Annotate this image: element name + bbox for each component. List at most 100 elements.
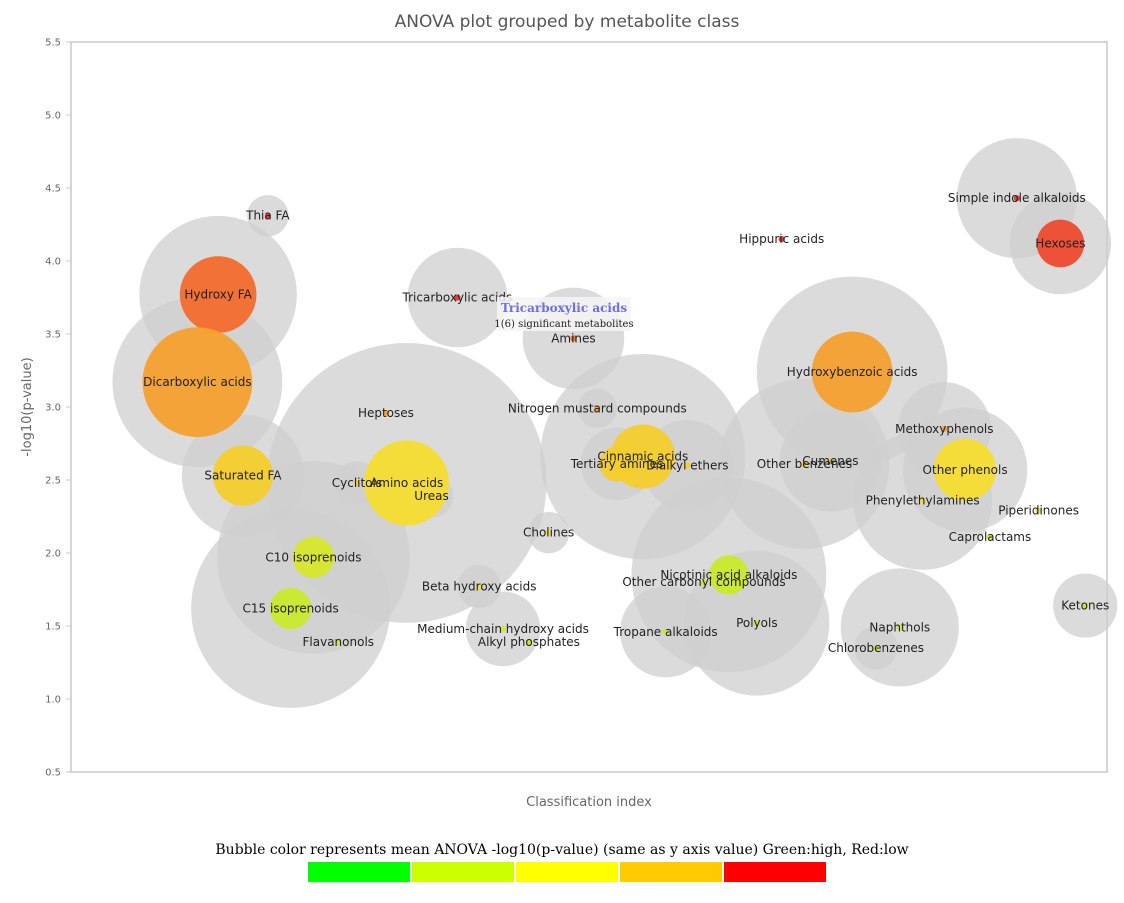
bubble-chart: ANOVA plot grouped by metabolite class 0… <box>20 12 1118 810</box>
bubble-label: Ureas <box>414 489 448 503</box>
bubble-significant[interactable] <box>919 497 926 504</box>
bubble-significant[interactable] <box>709 555 749 595</box>
bubble-significant[interactable] <box>753 619 760 627</box>
bubble-significant[interactable] <box>545 529 552 536</box>
bubble-significant[interactable] <box>335 638 342 646</box>
bubble-label: Simple indole alkaloids <box>948 191 1086 205</box>
y-tick-label: 2.5 <box>45 476 61 487</box>
bubble-significant[interactable] <box>428 492 435 500</box>
legend-swatch <box>620 862 722 882</box>
legend-swatches <box>308 862 828 882</box>
tooltip-body: 1(6) significant metabolites <box>494 319 633 330</box>
bubble-significant[interactable] <box>1035 507 1042 514</box>
bubble-significant[interactable] <box>264 212 271 219</box>
bubble-label: Phenylethylamines <box>866 493 980 507</box>
bubble-label: Naphthols <box>869 620 930 634</box>
tooltip-title: Tricarboxylic acids <box>501 301 627 315</box>
bubble-significant[interactable] <box>827 457 834 465</box>
bubble-label: Hydroxy FA <box>184 288 252 302</box>
bubble-label: Thia FA <box>245 209 290 223</box>
bubble-label: Cyclitols <box>332 476 382 490</box>
y-tick-label: 3.5 <box>45 330 61 341</box>
bubble-significant[interactable] <box>1013 195 1020 202</box>
bubble-label: Hexoses <box>1035 236 1085 250</box>
bubble-significant[interactable] <box>594 405 601 412</box>
y-tick-label: 1.0 <box>45 695 61 706</box>
bubble-label: C15 isoprenoids <box>243 601 339 615</box>
bubble-significant[interactable] <box>801 460 808 468</box>
bubble-label: Nitrogen mustard compounds <box>508 401 687 415</box>
bubble-significant[interactable] <box>778 235 785 243</box>
bubble-significant[interactable] <box>364 440 450 526</box>
legend-caption: Bubble color represents mean ANOVA -log1… <box>215 842 909 858</box>
bubble-significant[interactable] <box>811 331 893 413</box>
bubble-label: Other carbonyl compounds <box>622 575 785 589</box>
bubble-significant[interactable] <box>941 425 948 433</box>
bubble-label: Flavanonols <box>303 635 375 649</box>
bubble-label: Other phenols <box>923 463 1008 477</box>
bubble-significant[interactable] <box>269 587 312 630</box>
bubble-label: Tricarboxylic acids <box>402 291 513 305</box>
bubble-significant[interactable] <box>382 409 390 416</box>
bubble-significant[interactable] <box>476 583 483 590</box>
bubble-label: Methoxyphenols <box>895 422 993 436</box>
bubble-significant[interactable] <box>662 628 669 635</box>
bubble-significant[interactable] <box>1082 602 1089 609</box>
color-legend: Bubble color represents mean ANOVA -log1… <box>0 842 1124 882</box>
bubble-label: Amines <box>551 331 595 345</box>
bubble-significant[interactable] <box>142 327 253 438</box>
bubble-label: Alkyl phosphates <box>478 635 580 649</box>
y-tick-label: 0.5 <box>45 768 61 779</box>
bubble-significant[interactable] <box>599 446 635 482</box>
bubble-significant[interactable] <box>684 462 691 469</box>
bubble-significant[interactable] <box>986 533 994 541</box>
bubble-label: Other benzenes <box>757 457 852 471</box>
y-tick-label: 4.5 <box>45 184 61 195</box>
bubble-label: Medium-chain hydroxy acids <box>417 622 589 636</box>
y-tick-label: 3.0 <box>45 403 61 414</box>
bubble-label: Heptoses <box>358 406 414 420</box>
bubble-significant[interactable] <box>1036 219 1085 268</box>
tooltip-background <box>497 297 631 331</box>
y-axis: 0.5 1.0 1.5 2.0 2.5 3.0 3.5 4.0 4.5 5.0 5.5 <box>45 38 71 779</box>
label-layer: Thia FA Hydroxy FA Dicarboxylic acids Satur… <box>143 191 1109 655</box>
y-axis-title: -log10(p-value) <box>20 357 35 456</box>
bubble-label: Nicotinic acid alkaloids <box>660 568 797 582</box>
bubble-significant[interactable] <box>700 579 708 586</box>
y-tick-label: 1.5 <box>45 622 61 633</box>
y-tick-label: 4.0 <box>45 257 61 268</box>
bubble-label: Piperidinones <box>998 504 1079 518</box>
bubble-significant[interactable] <box>525 638 533 646</box>
y-tick-label: 5.0 <box>45 111 61 122</box>
bubble-label: Beta hydroxy acids <box>422 580 537 594</box>
bubble-significant[interactable] <box>872 644 880 652</box>
bubble-significant[interactable] <box>570 335 577 342</box>
legend-swatch <box>516 862 618 882</box>
bubble-significant[interactable] <box>896 624 903 631</box>
bubble-label: Caprolactams <box>949 530 1032 544</box>
bubble-label: Amino acids <box>370 476 443 490</box>
legend-swatch <box>412 862 514 882</box>
bubble-label: Dicarboxylic acids <box>143 375 252 389</box>
bubble-significant[interactable] <box>933 438 997 501</box>
bubble-label: Hydroxybenzoic acids <box>787 365 918 379</box>
bubble-label: Hippuric acids <box>739 232 824 246</box>
bubble-label: Cholines <box>523 526 574 540</box>
bubble-layer <box>112 138 1118 708</box>
bubble-significant[interactable] <box>292 536 335 579</box>
bubble-significant[interactable] <box>212 445 274 506</box>
bubble-significant[interactable] <box>499 625 507 633</box>
y-tick-label: 2.0 <box>45 549 61 560</box>
bubble-label: Dialkyl ethers <box>646 458 728 472</box>
bubble-label: Tropane alkaloids <box>613 625 718 639</box>
bubble-significant[interactable] <box>353 479 361 487</box>
bubble-significant[interactable] <box>454 294 461 301</box>
bubble-label: Ketones <box>1061 599 1109 613</box>
bubble-label: Tertiary amines <box>570 457 663 471</box>
bubble-label: Cumenes <box>802 454 858 468</box>
bubble-label: Saturated FA <box>204 469 282 483</box>
x-axis-title: Classification index <box>526 795 652 810</box>
legend-swatch <box>308 862 410 882</box>
bubble-significant[interactable] <box>179 256 257 333</box>
bubble-label: Cinnamic acids <box>597 450 688 464</box>
